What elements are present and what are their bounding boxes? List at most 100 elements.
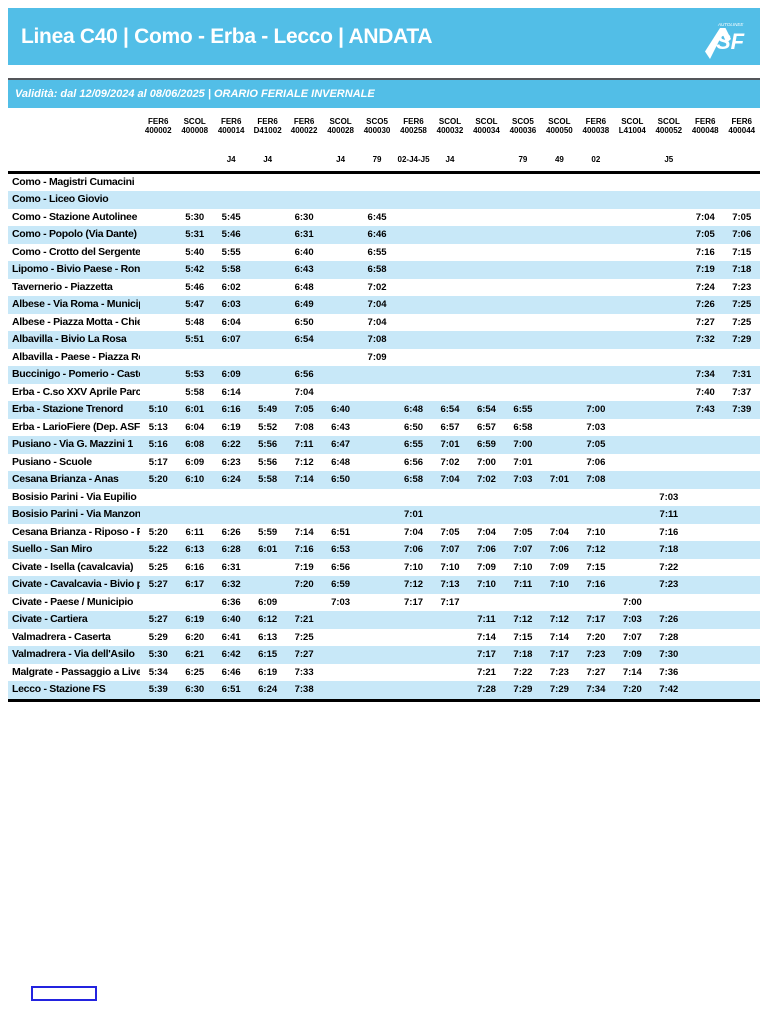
time-cell: 6:08 — [185, 439, 205, 450]
time-cell: 7:16 — [586, 579, 606, 590]
time-cell — [286, 349, 322, 367]
time-cell — [651, 296, 687, 314]
time-cell — [322, 279, 358, 297]
time-cell: 6:50 — [404, 421, 424, 433]
time-cell — [140, 226, 176, 244]
time-cell — [541, 331, 577, 349]
time-cell: 7:14 — [294, 526, 314, 538]
time-cell: 6:21 — [185, 649, 205, 660]
trip-code-header: SCOL 400032 — [436, 117, 464, 135]
time-cell: 6:49 — [294, 299, 314, 310]
time-cell — [541, 419, 577, 437]
time-cell — [614, 349, 650, 367]
time-cell — [249, 384, 285, 402]
time-cell: 7:00 — [476, 456, 496, 468]
time-cell — [249, 331, 285, 349]
time-cell: 6:16 — [221, 404, 241, 415]
trip-code-header: SCOL L41004 — [618, 117, 646, 135]
time-cell: 7:21 — [294, 614, 314, 625]
time-cell — [322, 611, 358, 629]
time-cell: 7:06 — [586, 456, 606, 468]
table-row: Como - Stazione Autolinee 5:30 5:45 6:30 6:4… — [8, 209, 760, 227]
time-cell: 7:08 — [367, 334, 387, 345]
stop-name-cell: Lecco - Stazione FS — [12, 683, 106, 695]
time-cell: 7:06 — [732, 229, 752, 240]
time-cell — [432, 296, 468, 314]
header-bar: Linea C40 | Como - Erba - Lecco | ANDATA… — [8, 8, 760, 65]
time-cell: 7:08 — [586, 474, 606, 485]
stop-name-cell: Civate - Cartiera — [12, 613, 88, 625]
stop-name-cell: Como - Magistri Cumacini — [12, 175, 135, 188]
time-cell — [505, 594, 541, 612]
time-cell: 7:17 — [476, 649, 496, 660]
time-cell: 7:25 — [294, 631, 314, 643]
time-cell: 6:57 — [476, 421, 496, 433]
trip-code-header: SCOL 400050 — [546, 117, 573, 135]
table-row: Civate - Cartiera 5:27 6:19 6:40 6:12 7:21 7:1… — [8, 611, 760, 629]
trip-codes-row: FER6 400002 SCOL 400008 FER6 400014 FER6 D41002… — [8, 112, 760, 138]
time-cell — [541, 172, 577, 191]
time-cell — [724, 559, 761, 577]
time-cell — [687, 454, 723, 472]
time-cell: 7:21 — [476, 666, 496, 678]
time-cell: 6:22 — [221, 439, 241, 450]
time-cell: 7:02 — [440, 456, 460, 468]
time-cell: 7:05 — [586, 439, 606, 450]
time-cell — [432, 209, 468, 227]
time-cell: 6:30 — [185, 684, 205, 695]
time-cell — [578, 314, 614, 332]
time-cell: 7:09 — [622, 649, 642, 660]
time-cell — [505, 366, 541, 384]
time-cell — [724, 191, 761, 209]
table-row: Buccinigo - Pomerio - Castello 5:53 6:09 6:… — [8, 366, 760, 384]
time-cell — [322, 646, 358, 664]
time-cell: 6:23 — [221, 456, 241, 468]
time-cell: 7:04 — [549, 526, 569, 538]
time-cell — [140, 349, 176, 367]
time-cell — [651, 471, 687, 489]
time-cell — [432, 244, 468, 262]
empty-blue-box[interactable] — [31, 986, 97, 1001]
trip-code-header: FER6 400044 — [728, 117, 756, 135]
time-cell: 5:49 — [258, 404, 278, 415]
time-cell — [614, 279, 650, 297]
time-cell — [614, 226, 650, 244]
time-cell: 6:58 — [367, 264, 387, 275]
time-cell: 6:50 — [331, 474, 351, 485]
time-cell: 7:40 — [695, 386, 715, 398]
trip-code-header: SCOL 400052 — [655, 117, 683, 135]
time-cell — [432, 331, 468, 349]
time-cell — [614, 471, 650, 489]
time-cell: 7:39 — [732, 404, 752, 415]
time-cell — [359, 576, 395, 594]
time-cell — [432, 349, 468, 367]
time-cell — [724, 576, 761, 594]
time-cell: 7:09 — [367, 351, 387, 363]
time-cell — [468, 279, 504, 297]
time-cell — [359, 646, 395, 664]
time-cell — [432, 279, 468, 297]
trip-note: J4 — [263, 154, 273, 164]
time-cell: 7:09 — [549, 561, 569, 573]
time-cell: 6:55 — [404, 439, 424, 450]
time-cell: 7:34 — [695, 369, 715, 380]
time-cell — [468, 261, 504, 279]
time-cell — [395, 646, 431, 664]
time-cell — [578, 191, 614, 209]
time-cell: 6:09 — [258, 596, 278, 608]
time-cell — [651, 331, 687, 349]
time-cell: 5:20 — [148, 474, 168, 485]
time-cell — [505, 384, 541, 402]
time-cell — [322, 506, 358, 524]
table-row: Civate - Cavalcavia - Bivio per Og... 5:2… — [8, 576, 760, 594]
trip-note: J4 — [445, 154, 455, 164]
time-cell: 5:46 — [185, 281, 205, 293]
time-cell: 5:22 — [148, 544, 168, 555]
time-cell: 7:08 — [294, 421, 314, 433]
time-cell: 6:19 — [258, 666, 278, 678]
time-cell: 5:17 — [148, 456, 168, 468]
time-cell: 6:40 — [331, 404, 351, 415]
time-cell: 5:16 — [148, 439, 168, 450]
time-cell: 7:15 — [732, 246, 752, 258]
time-cell: 7:14 — [549, 631, 569, 643]
